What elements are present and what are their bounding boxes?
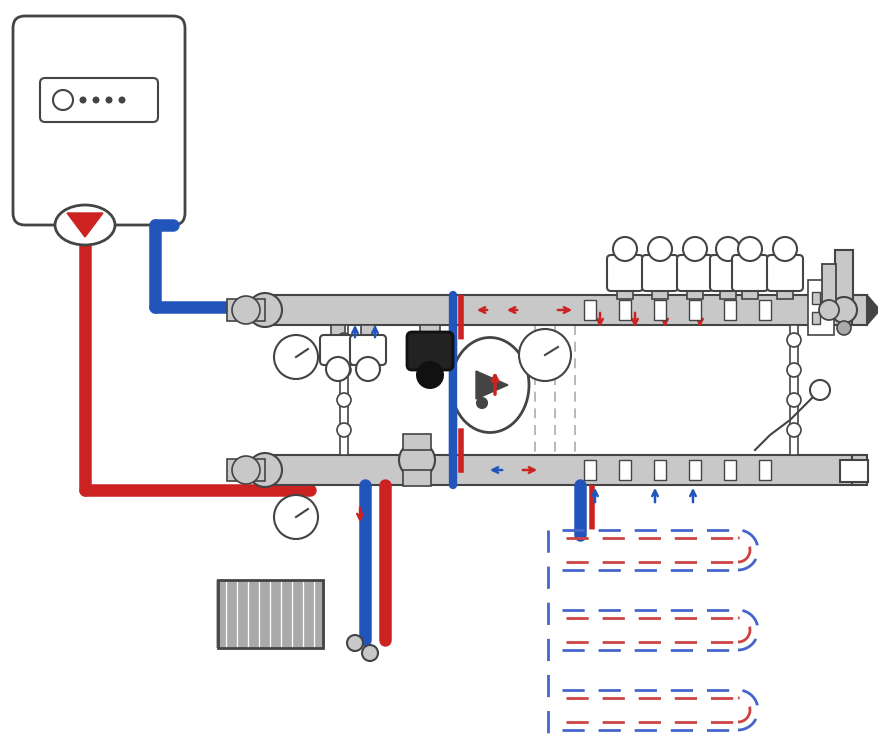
Bar (723, 300, 735, 320)
Bar (618, 300, 630, 320)
FancyBboxPatch shape (709, 255, 745, 291)
Bar (361, 325, 375, 339)
Circle shape (105, 97, 112, 104)
FancyBboxPatch shape (407, 332, 452, 370)
Bar (331, 325, 344, 339)
Circle shape (647, 237, 672, 261)
Bar (758, 460, 770, 480)
Bar (789, 325, 797, 455)
Circle shape (772, 237, 796, 261)
Circle shape (326, 357, 349, 381)
Circle shape (119, 97, 126, 104)
Bar (811, 312, 819, 324)
Circle shape (336, 363, 350, 377)
Bar (741, 287, 757, 299)
Circle shape (232, 456, 260, 484)
Ellipse shape (450, 337, 529, 433)
FancyBboxPatch shape (731, 255, 767, 291)
Bar (834, 250, 852, 300)
Circle shape (810, 380, 829, 400)
Bar (776, 287, 792, 299)
Circle shape (818, 300, 838, 320)
Circle shape (738, 237, 761, 261)
Circle shape (399, 442, 435, 478)
Circle shape (356, 357, 379, 381)
Circle shape (362, 645, 378, 661)
Circle shape (682, 237, 706, 261)
Bar (851, 295, 866, 325)
Bar (723, 460, 735, 480)
FancyBboxPatch shape (607, 255, 643, 291)
FancyBboxPatch shape (676, 255, 712, 291)
Bar (758, 300, 770, 320)
Bar (402, 470, 430, 486)
Bar (218, 580, 322, 648)
FancyBboxPatch shape (766, 255, 802, 291)
Bar (821, 264, 835, 302)
Circle shape (415, 361, 443, 389)
Circle shape (79, 97, 86, 104)
Circle shape (830, 297, 856, 323)
Circle shape (53, 90, 73, 110)
Circle shape (92, 97, 99, 104)
Bar (227, 299, 264, 321)
Bar (811, 292, 819, 304)
Bar (839, 460, 867, 482)
Bar (651, 287, 667, 299)
FancyBboxPatch shape (641, 255, 677, 291)
Bar (227, 459, 264, 481)
Bar (688, 460, 700, 480)
Circle shape (248, 453, 282, 487)
Circle shape (336, 393, 350, 407)
Circle shape (477, 398, 486, 408)
Bar (719, 287, 735, 299)
Bar (264, 295, 851, 325)
Circle shape (274, 335, 318, 379)
Circle shape (274, 495, 318, 539)
Circle shape (786, 393, 800, 407)
Circle shape (612, 237, 637, 261)
Bar (420, 325, 440, 337)
Circle shape (336, 333, 350, 347)
Bar (807, 280, 833, 335)
Bar (340, 325, 348, 455)
Bar (687, 287, 702, 299)
Bar (264, 455, 851, 485)
Circle shape (836, 321, 850, 335)
Circle shape (232, 296, 260, 324)
Bar (688, 300, 700, 320)
Circle shape (716, 237, 739, 261)
Circle shape (347, 635, 363, 651)
Bar (653, 300, 666, 320)
Circle shape (786, 333, 800, 347)
Polygon shape (476, 371, 507, 399)
Polygon shape (866, 295, 878, 325)
Bar (851, 455, 866, 485)
FancyBboxPatch shape (349, 335, 385, 365)
FancyBboxPatch shape (40, 78, 158, 122)
FancyBboxPatch shape (13, 16, 184, 225)
Bar (583, 460, 595, 480)
Ellipse shape (55, 205, 115, 245)
Bar (653, 460, 666, 480)
Circle shape (248, 293, 282, 327)
Circle shape (786, 363, 800, 377)
Bar (618, 460, 630, 480)
Circle shape (786, 423, 800, 437)
Circle shape (518, 329, 571, 381)
Bar (402, 434, 430, 450)
Bar (583, 300, 595, 320)
FancyBboxPatch shape (320, 335, 356, 365)
Polygon shape (67, 213, 103, 237)
Circle shape (336, 423, 350, 437)
Bar (616, 287, 632, 299)
